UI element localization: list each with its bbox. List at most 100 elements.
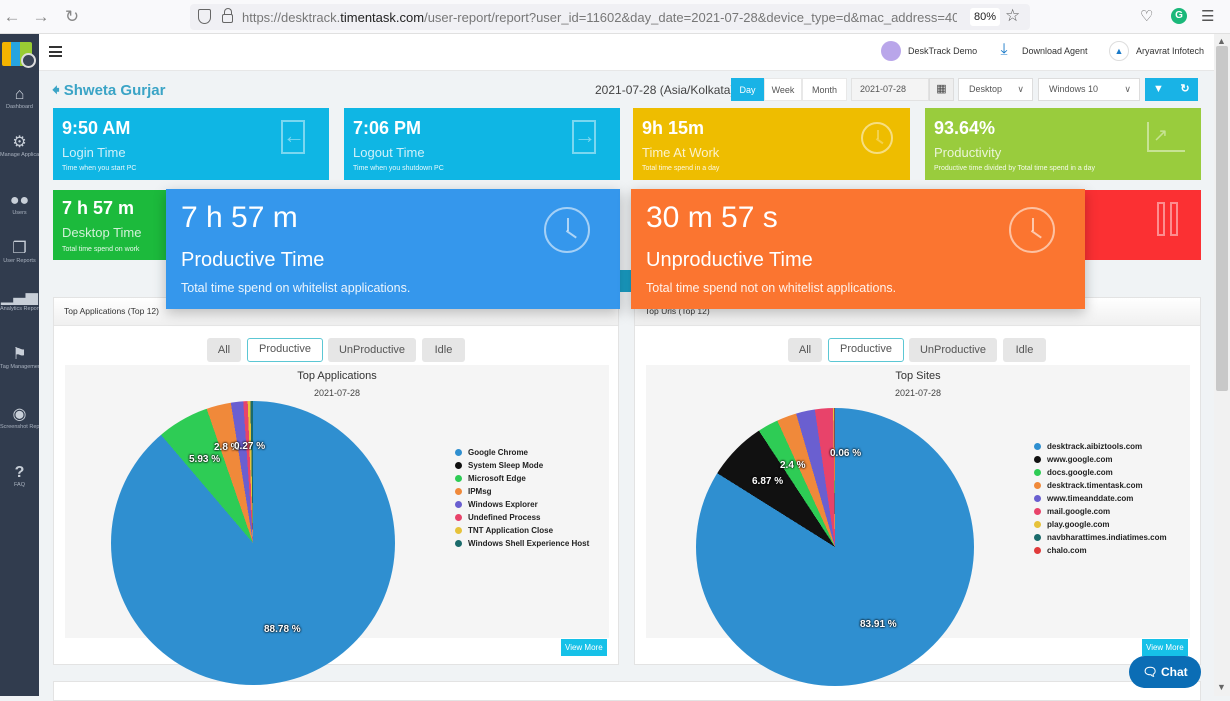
- sites-pie[interactable]: [696, 408, 974, 686]
- reload-icon[interactable]: ↻: [64, 7, 80, 26]
- pie-label: 88.78 %: [264, 624, 301, 635]
- productivity-card: 93.64% Productivity Productive time divi…: [925, 108, 1201, 180]
- filter-productive-button[interactable]: Productive: [828, 338, 904, 362]
- legend-item[interactable]: Windows Explorer: [455, 498, 589, 511]
- legend-item[interactable]: desktrack.aibiztools.com: [1034, 440, 1167, 453]
- login-time-card: 9:50 AM Login Time Time when you start P…: [53, 108, 329, 180]
- refresh-button[interactable]: ↻: [1172, 78, 1198, 101]
- logout-icon: →: [572, 120, 596, 154]
- desktop-time-card: 7 h 57 m Desktop Time Total time spend o…: [53, 190, 173, 260]
- scroll-down-icon[interactable]: ▼: [1217, 682, 1226, 692]
- address-bar[interactable]: https://desktrack.timentask.com/user-rep…: [190, 4, 1030, 30]
- sidebar-item-tag-management[interactable]: ⚑ Tag Management: [0, 346, 39, 370]
- period-week-button[interactable]: Week: [764, 78, 802, 101]
- company-logo-icon: ▲: [1109, 41, 1129, 61]
- legend-item[interactable]: Undefined Process: [455, 511, 589, 524]
- chat-bubble-icon: 🗨: [1142, 665, 1161, 679]
- profile-avatar[interactable]: G: [1171, 8, 1187, 24]
- filter-all-button[interactable]: All: [207, 338, 241, 362]
- shield-icon[interactable]: [198, 9, 211, 24]
- back-icon[interactable]: ←: [3, 7, 21, 26]
- login-time-title: Login Time: [62, 145, 126, 160]
- legend-item[interactable]: chalo.com: [1034, 544, 1167, 557]
- legend-item[interactable]: Google Chrome: [455, 446, 589, 459]
- sidebar-item-manage-application[interactable]: ⚙Manage Application: [0, 134, 39, 158]
- date-timezone-label: 2021-07-28 (Asia/Kolkata): [595, 83, 735, 97]
- logout-time-value: 7:06 PM: [353, 118, 422, 138]
- zoom-level[interactable]: 80%: [970, 8, 1001, 26]
- chart-legend: desktrack.aibiztools.com www.google.com …: [1034, 440, 1167, 557]
- legend-item[interactable]: System Sleep Mode: [455, 459, 589, 472]
- legend-item[interactable]: www.timeanddate.com: [1034, 492, 1167, 505]
- legend-item[interactable]: play.google.com: [1034, 518, 1167, 531]
- filter-icon: ▼: [1153, 83, 1164, 95]
- productive-time-popup: 7 h 57 m Productive Time Total time spen…: [166, 189, 620, 309]
- trend-chart-icon: ↗: [1147, 122, 1185, 152]
- pocket-icon[interactable]: ♡: [1140, 8, 1154, 25]
- legend-item[interactable]: Windows Shell Experience Host: [455, 537, 589, 550]
- lock-icon[interactable]: [222, 8, 233, 23]
- company-menu[interactable]: Aryavrat Infotech: [1136, 46, 1205, 56]
- pie-label: 2.8 %: [214, 442, 240, 453]
- pie-label: 6.87 %: [752, 476, 784, 487]
- period-day-button[interactable]: Day: [731, 78, 764, 101]
- filter-unproductive-button[interactable]: UnProductive: [328, 338, 416, 362]
- clock-icon: [861, 122, 893, 154]
- hamburger-menu-icon[interactable]: [49, 46, 62, 57]
- pie-label: 0.06 %: [830, 448, 862, 459]
- legend-item[interactable]: IPMsg: [455, 485, 589, 498]
- menu-icon[interactable]: ☰: [1201, 8, 1215, 25]
- filter-all-button[interactable]: All: [788, 338, 822, 362]
- legend-item[interactable]: TNT Application Close: [455, 524, 589, 537]
- bookmark-star-icon[interactable]: ☆: [1005, 6, 1021, 25]
- scroll-thumb[interactable]: [1216, 46, 1228, 391]
- pause-icon-bar: [1170, 202, 1178, 236]
- productive-time-title: Productive Time: [181, 249, 325, 271]
- desktop-time-title: Desktop Time: [62, 225, 142, 240]
- unproductive-time-title: Unproductive Time: [646, 249, 813, 271]
- sidebar-item-analytics-reports[interactable]: ▁▃▅ Analytics Reports: [0, 288, 39, 312]
- app-logo[interactable]: [2, 42, 36, 68]
- legend-item[interactable]: desktrack.timentask.com: [1034, 479, 1167, 492]
- filter-idle-button[interactable]: Idle: [422, 338, 465, 362]
- view-more-button[interactable]: View More: [1142, 639, 1188, 656]
- gears-icon: ⚙: [12, 134, 27, 151]
- sidebar-item-dashboard[interactable]: ⌂ Dashboard: [0, 86, 39, 111]
- back-arrow-icon: 🠸: [52, 82, 64, 99]
- sidebar-item-user-reports[interactable]: ❐ User Reports: [0, 240, 39, 265]
- user-back-link[interactable]: 🠸 Shweta Gurjar: [52, 82, 166, 99]
- productivity-subtitle: Productive time divided by Total time sp…: [934, 165, 1095, 172]
- calendar-icon[interactable]: ▦: [929, 78, 954, 101]
- legend-item[interactable]: navbharattimes.indiatimes.com: [1034, 531, 1167, 544]
- scroll-up-icon[interactable]: ▲: [1217, 36, 1226, 46]
- top-header: DeskTrack Demo ⤓ Download Agent ▲ Aryavr…: [39, 34, 1214, 71]
- device-select[interactable]: Desktop ∨: [958, 78, 1033, 101]
- sidebar-item-faq[interactable]: ? FAQ: [0, 464, 39, 489]
- deskTrack-demo-link[interactable]: DeskTrack Demo: [908, 46, 978, 56]
- copy-icon: ❐: [12, 240, 27, 257]
- download-agent-link[interactable]: Download Agent: [1022, 46, 1088, 56]
- legend-item[interactable]: www.google.com: [1034, 453, 1167, 466]
- filter-idle-button[interactable]: Idle: [1003, 338, 1046, 362]
- sidebar-item-screenshot-report[interactable]: ◉Screenshot Report: [0, 406, 39, 430]
- legend-item[interactable]: mail.google.com: [1034, 505, 1167, 518]
- unproductive-time-popup: 30 m 57 s Unproductive Time Total time s…: [631, 189, 1085, 309]
- view-more-button[interactable]: View More: [561, 639, 607, 656]
- home-icon: ⌂: [14, 86, 25, 103]
- pause-icon: [1157, 202, 1165, 236]
- forward-icon[interactable]: →: [32, 7, 50, 26]
- page-scrollbar[interactable]: ▲ ▼: [1214, 34, 1230, 696]
- filter-unproductive-button[interactable]: UnProductive: [909, 338, 997, 362]
- filter-button[interactable]: ▼: [1145, 78, 1172, 101]
- chat-button[interactable]: 🗨 Chat: [1129, 656, 1201, 688]
- legend-item[interactable]: Microsoft Edge: [455, 472, 589, 485]
- date-input[interactable]: 2021-07-28: [851, 78, 929, 101]
- period-month-button[interactable]: Month: [802, 78, 847, 101]
- filter-productive-button[interactable]: Productive: [247, 338, 323, 362]
- os-select[interactable]: Windows 10 ∨: [1038, 78, 1140, 101]
- legend-item[interactable]: docs.google.com: [1034, 466, 1167, 479]
- applications-pie[interactable]: [111, 401, 395, 685]
- url-text[interactable]: https://desktrack.timentask.com/user-rep…: [242, 10, 957, 25]
- users-icon: ●●: [9, 192, 30, 209]
- sidebar-item-users[interactable]: ●● Users: [0, 192, 39, 217]
